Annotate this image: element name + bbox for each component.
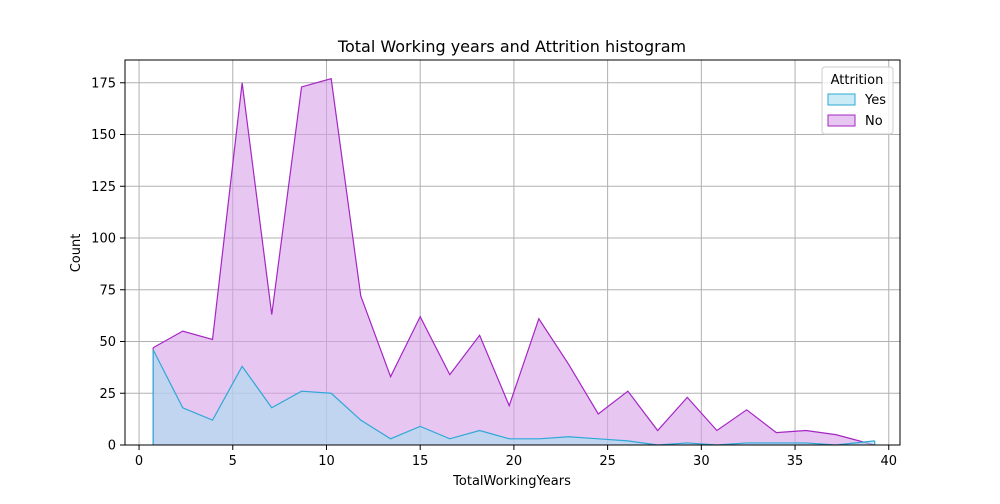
x-tick-label: 20 (506, 454, 523, 469)
legend-swatch-no (827, 114, 856, 127)
area-layer (152, 77, 876, 446)
legend-label-no: No (865, 114, 883, 129)
x-tick-label: 5 (229, 454, 237, 469)
y-tick-label: 75 (99, 283, 116, 298)
y-tick-label: 125 (91, 180, 116, 195)
series-line-yes (152, 349, 875, 446)
y-tick-label: 175 (91, 76, 116, 91)
legend-entries: Yes No (827, 93, 886, 129)
y-tick-label: 100 (91, 232, 116, 247)
y-tick-label: 50 (99, 335, 116, 350)
legend-swatch-yes (827, 93, 856, 106)
axis-layer (124, 59, 901, 446)
y-tick-label: 0 (108, 439, 116, 454)
legend: Attrition Yes No (821, 66, 894, 135)
x-tick-label: 30 (693, 454, 710, 469)
legend-title: Attrition (831, 73, 884, 88)
x-tick-label: 15 (412, 454, 429, 469)
x-axis-label: TotalWorkingYears (452, 474, 571, 489)
x-tick-label: 10 (318, 454, 335, 469)
chart-title: Total Working years and Attrition histog… (337, 37, 686, 56)
x-tick-label: 0 (135, 454, 143, 469)
x-tick-label: 40 (880, 454, 897, 469)
series-line-no (152, 77, 875, 446)
area-fill-no (153, 78, 875, 446)
legend-label-yes: Yes (864, 93, 886, 108)
y-tick-label: 150 (91, 128, 116, 143)
y-axis-label: Count (69, 234, 84, 273)
area-fill-yes (153, 349, 875, 445)
plot-frame (124, 59, 901, 446)
tick-layer: 0 5 10 15 20 25 30 35 40 0 25 50 75 100 125 150 175 (91, 76, 897, 469)
x-tick-label: 25 (599, 454, 616, 469)
x-tick-label: 35 (787, 454, 804, 469)
y-tick-label: 25 (99, 387, 116, 402)
